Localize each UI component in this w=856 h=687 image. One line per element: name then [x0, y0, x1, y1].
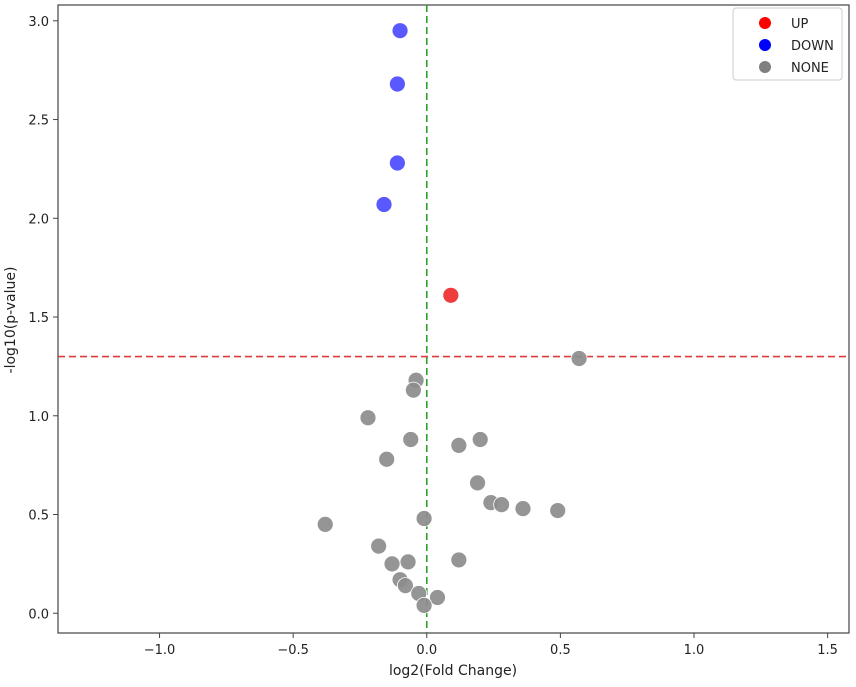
- data-point-none: [549, 502, 567, 519]
- y-tick-label: 1.0: [28, 410, 49, 425]
- y-tick-label: 3.0: [28, 15, 49, 30]
- data-point-none: [370, 537, 388, 555]
- y-axis-label: -log10(p-value): [3, 267, 19, 374]
- data-point-none: [570, 350, 588, 367]
- plot-area: −1.0 −0.5 0.0 0.5 1.0 1.5 0.0 0.5 1.0 1.5 2.0 2.5 3.…: [28, 4, 850, 658]
- x-tick-label: 0.5: [550, 643, 571, 658]
- data-point-none: [429, 589, 446, 606]
- y-tick-label: 0.0: [28, 607, 49, 622]
- legend-label-down: DOWN: [791, 39, 834, 54]
- data-point-none: [378, 450, 396, 468]
- data-point-none: [383, 555, 401, 573]
- y-tick-label: 2.5: [28, 114, 49, 129]
- data-point-down: [388, 75, 406, 93]
- y-tick-label: 2.0: [28, 212, 49, 227]
- legend: UP DOWN NONE: [732, 7, 843, 81]
- y-tick-label: 1.5: [28, 311, 49, 326]
- legend-label-up: UP: [791, 17, 809, 32]
- data-point-none: [405, 381, 422, 399]
- x-tick-label: 0.0: [416, 643, 437, 658]
- data-point-none: [450, 436, 468, 454]
- data-point-down: [388, 154, 406, 172]
- data-point-none: [514, 500, 532, 517]
- data-point-none: [469, 474, 486, 492]
- data-point-down: [391, 22, 409, 40]
- data-point-none: [396, 577, 414, 595]
- legend-label-none: NONE: [791, 61, 829, 76]
- data-point-none: [471, 431, 489, 448]
- data-point-none: [493, 496, 511, 514]
- data-point-none: [450, 551, 468, 569]
- x-axis-label: log2(Fold Change): [389, 663, 517, 679]
- data-point-none: [402, 431, 420, 448]
- data-point-none: [415, 596, 433, 614]
- data-point-none: [316, 515, 334, 533]
- x-tick-label: 1.5: [817, 643, 838, 658]
- data-point-up: [442, 286, 460, 304]
- plot-frame: [57, 4, 850, 634]
- x-tick-label: −1.0: [144, 643, 176, 658]
- legend-marker-down: [759, 39, 771, 51]
- data-point-none: [399, 553, 417, 571]
- y-tick-label: 0.5: [28, 509, 49, 524]
- x-tick-label: 1.0: [684, 643, 705, 658]
- x-tick-label: −0.5: [277, 643, 309, 658]
- legend-marker-up: [759, 17, 771, 29]
- data-point-down: [375, 196, 393, 213]
- data-point-none: [359, 409, 377, 427]
- legend-marker-none: [759, 61, 771, 73]
- data-point-none: [415, 510, 433, 527]
